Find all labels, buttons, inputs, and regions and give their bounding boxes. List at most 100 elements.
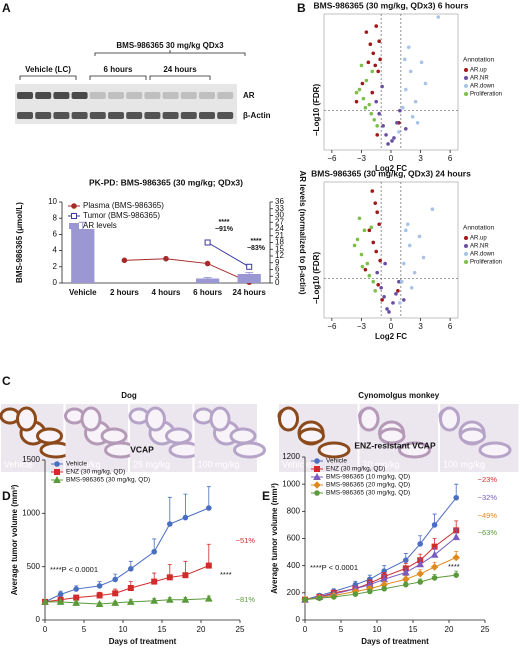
point [376,282,380,287]
point [361,96,366,101]
panel-label: A [2,1,11,15]
point [367,228,372,233]
band [180,92,197,99]
y-tick-label: 10 [48,197,57,206]
gland [16,406,37,432]
point [381,124,385,128]
y-tick-label: 500 [27,562,41,571]
point [360,81,365,86]
band [162,92,179,99]
point [363,105,368,110]
micrograph-label: 20 mg/kg [363,459,400,469]
point [363,267,368,272]
x-tick-label: 5 [339,625,344,634]
legend-marker [464,68,468,72]
series-line [44,507,209,603]
marker [57,591,64,598]
y2-tick-label: 9 [275,258,280,267]
point [402,298,406,302]
point [405,222,410,227]
point [367,273,372,278]
marker [381,585,388,592]
y2-tick-label: 18 [275,238,284,247]
point [436,15,441,19]
x-tick-label: 6 hours [193,288,222,297]
micrograph-label: Vehicle [4,459,33,469]
x-tick-label: 0 [303,625,308,634]
band [17,92,33,99]
y-axis-label: −Log10 (FDR) [312,252,321,305]
y-tick-label: 8 [53,213,58,222]
marker [112,590,119,597]
series-line [45,598,209,605]
point [371,240,376,245]
point [394,292,398,296]
y-tick-label: 0 [296,615,301,624]
point [362,228,367,233]
bracket [89,75,147,80]
y2-tick-label: 3 [275,271,280,280]
legend-label: Vehicle [66,461,87,468]
marker [182,514,189,521]
legend-marker [314,466,320,472]
marker [430,550,439,558]
point [412,270,417,275]
point [377,111,381,116]
point [375,270,380,275]
point [380,84,384,89]
marker [204,594,213,602]
micrograph-group: Cynomolgus monkey [358,391,439,400]
x-tick-label: 25 [236,625,245,634]
legend-title: Annotation [463,225,494,232]
series-line [304,497,457,601]
point [357,216,362,221]
annotation: **** [251,238,262,245]
point [375,133,380,137]
y-tick-label: 1200 [282,452,300,461]
marker [181,595,190,603]
marker [121,257,128,264]
band [217,92,234,99]
y-tick-label: 4 [53,246,58,255]
point [374,99,379,104]
point [403,87,408,92]
gland [100,427,128,445]
annotation: −51% [236,536,256,545]
band [144,112,161,119]
legend-marker [314,458,320,464]
legend-marker [313,481,321,489]
point [382,295,386,299]
gland [478,441,512,459]
point [430,207,435,211]
y2-tick-label: 21 [275,231,284,240]
y2-tick-label: 24 [275,224,284,233]
legend-marker [71,213,77,219]
point [370,90,375,95]
point [408,69,413,74]
marker [166,574,173,581]
y2-tick-label: 6 [275,265,280,274]
marker [56,597,65,605]
point [360,264,365,269]
point [377,222,381,227]
point [371,279,376,284]
legend-marker [53,475,61,483]
point [375,124,380,128]
marker [431,522,438,528]
x-tick-label: 2 hours [110,288,139,297]
legend-marker [464,92,468,96]
band [162,112,179,119]
chart-title: PK-PD: BMS-986365 (30 mg/kg; QDx3) [89,177,243,187]
marker [417,579,424,585]
legend-label: AR.down [470,252,494,258]
legend-marker [464,252,468,256]
point [398,301,402,305]
point [374,24,379,28]
band [89,112,106,119]
y-tick-label: 1000 [282,479,300,488]
legend-label: BMS-986365 (30 mg/kg, QD) [326,490,410,497]
legend-label: BMS-986365 (30 mg/kg, QD) [66,477,150,484]
series-line [304,529,457,601]
marker [128,566,134,572]
point [354,99,359,104]
